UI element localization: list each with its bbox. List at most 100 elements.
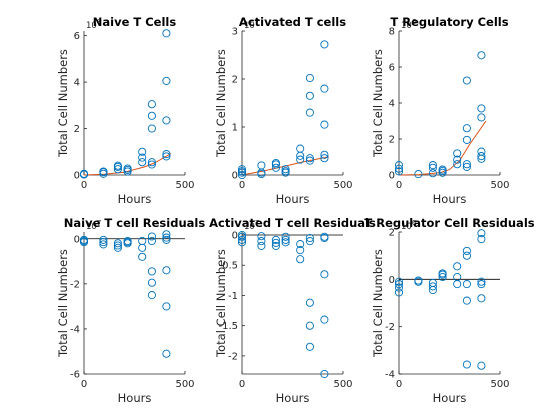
data-point xyxy=(438,272,447,282)
y-tick-label: -2 xyxy=(228,351,238,362)
data-point xyxy=(138,243,147,252)
x-axis-label: Hours xyxy=(433,192,467,206)
data-point xyxy=(147,236,156,246)
y-axis-label: Total Cell Numbers xyxy=(371,249,385,358)
data-point xyxy=(257,241,266,250)
data-point xyxy=(305,342,314,351)
y-tick-label: 0 xyxy=(232,171,238,182)
y-tick-label: 0 xyxy=(74,234,80,245)
x-axis-label: Hours xyxy=(433,391,467,405)
x-tick-label: 0 xyxy=(396,180,402,191)
data-point xyxy=(305,154,314,163)
data-point xyxy=(305,233,314,243)
data-point xyxy=(123,239,132,248)
data-point xyxy=(257,232,266,241)
data-point xyxy=(296,240,305,249)
data-point xyxy=(477,152,486,161)
y-exponent-label: 106 xyxy=(401,219,417,232)
data-point xyxy=(320,315,329,324)
data-point xyxy=(462,162,471,171)
x-tick-label: 0 xyxy=(81,180,87,191)
y-tick-label: 0 xyxy=(389,171,395,182)
data-point xyxy=(237,238,247,247)
data-point xyxy=(462,251,471,260)
y-tick-label: 0 xyxy=(74,171,80,182)
data-point xyxy=(477,277,486,286)
data-point xyxy=(320,40,329,49)
data-point xyxy=(428,169,437,178)
data-point xyxy=(305,237,314,246)
data-point xyxy=(320,369,329,379)
data-point xyxy=(462,246,471,255)
data-point xyxy=(162,266,171,275)
data-point xyxy=(79,169,89,178)
data-point xyxy=(147,278,156,287)
data-point xyxy=(453,272,462,282)
data-point xyxy=(162,302,171,311)
data-point xyxy=(394,280,404,289)
data-point xyxy=(237,235,247,244)
data-point xyxy=(237,232,247,241)
data-point xyxy=(438,269,447,278)
data-point xyxy=(271,163,280,172)
y-tick-label: 3 xyxy=(232,27,238,38)
data-point xyxy=(428,282,437,291)
data-point xyxy=(296,144,305,153)
data-point xyxy=(113,165,122,174)
data-point xyxy=(162,349,171,358)
data-point xyxy=(162,76,171,85)
data-point xyxy=(320,232,329,241)
y-exponent-label: 108 xyxy=(86,18,101,31)
data-point xyxy=(147,291,156,300)
data-point xyxy=(477,229,486,238)
y-tick-label: 0 xyxy=(389,275,395,286)
data-point xyxy=(477,235,486,244)
y-tick-label: 2 xyxy=(74,124,80,135)
data-point xyxy=(162,116,171,125)
data-point xyxy=(281,232,290,241)
y-tick-label: 6 xyxy=(74,31,80,42)
data-point xyxy=(138,153,147,162)
data-point xyxy=(394,288,404,297)
data-point xyxy=(147,267,156,276)
data-point xyxy=(281,238,290,247)
data-point xyxy=(113,161,122,170)
data-point xyxy=(305,108,314,117)
y-tick-label: -1.5 xyxy=(218,321,238,332)
y-axis-label: Total Cell Numbers xyxy=(214,249,228,358)
data-point xyxy=(113,241,122,250)
data-point xyxy=(162,29,171,38)
x-tick-label: 0 xyxy=(396,379,402,390)
x-tick-label: 0 xyxy=(81,379,87,390)
data-point xyxy=(462,160,471,169)
data-point xyxy=(305,156,314,165)
data-point xyxy=(147,158,156,167)
data-point xyxy=(477,113,486,122)
data-point xyxy=(453,155,462,164)
data-point xyxy=(296,255,305,264)
x-axis-label: Hours xyxy=(118,192,152,206)
data-point xyxy=(237,170,247,180)
data-point xyxy=(271,235,280,244)
y-tick-label: -0.5 xyxy=(218,261,238,272)
data-point xyxy=(477,294,486,303)
data-point xyxy=(305,321,314,330)
y-tick-label: 2 xyxy=(232,75,238,86)
data-point xyxy=(271,241,280,250)
data-point xyxy=(162,233,171,242)
y-exponent-label: 107 xyxy=(244,18,259,31)
data-point xyxy=(138,147,147,156)
data-point xyxy=(113,239,122,248)
data-point xyxy=(462,360,471,369)
data-point xyxy=(477,104,486,113)
x-tick-label: 500 xyxy=(175,180,194,191)
data-point xyxy=(394,167,404,176)
x-tick-label: 500 xyxy=(490,180,509,191)
data-point xyxy=(99,240,108,249)
y-axis-label: Total Cell Numbers xyxy=(56,249,70,358)
data-point xyxy=(147,232,156,241)
x-axis-label: Hours xyxy=(276,192,310,206)
data-point xyxy=(296,155,305,164)
